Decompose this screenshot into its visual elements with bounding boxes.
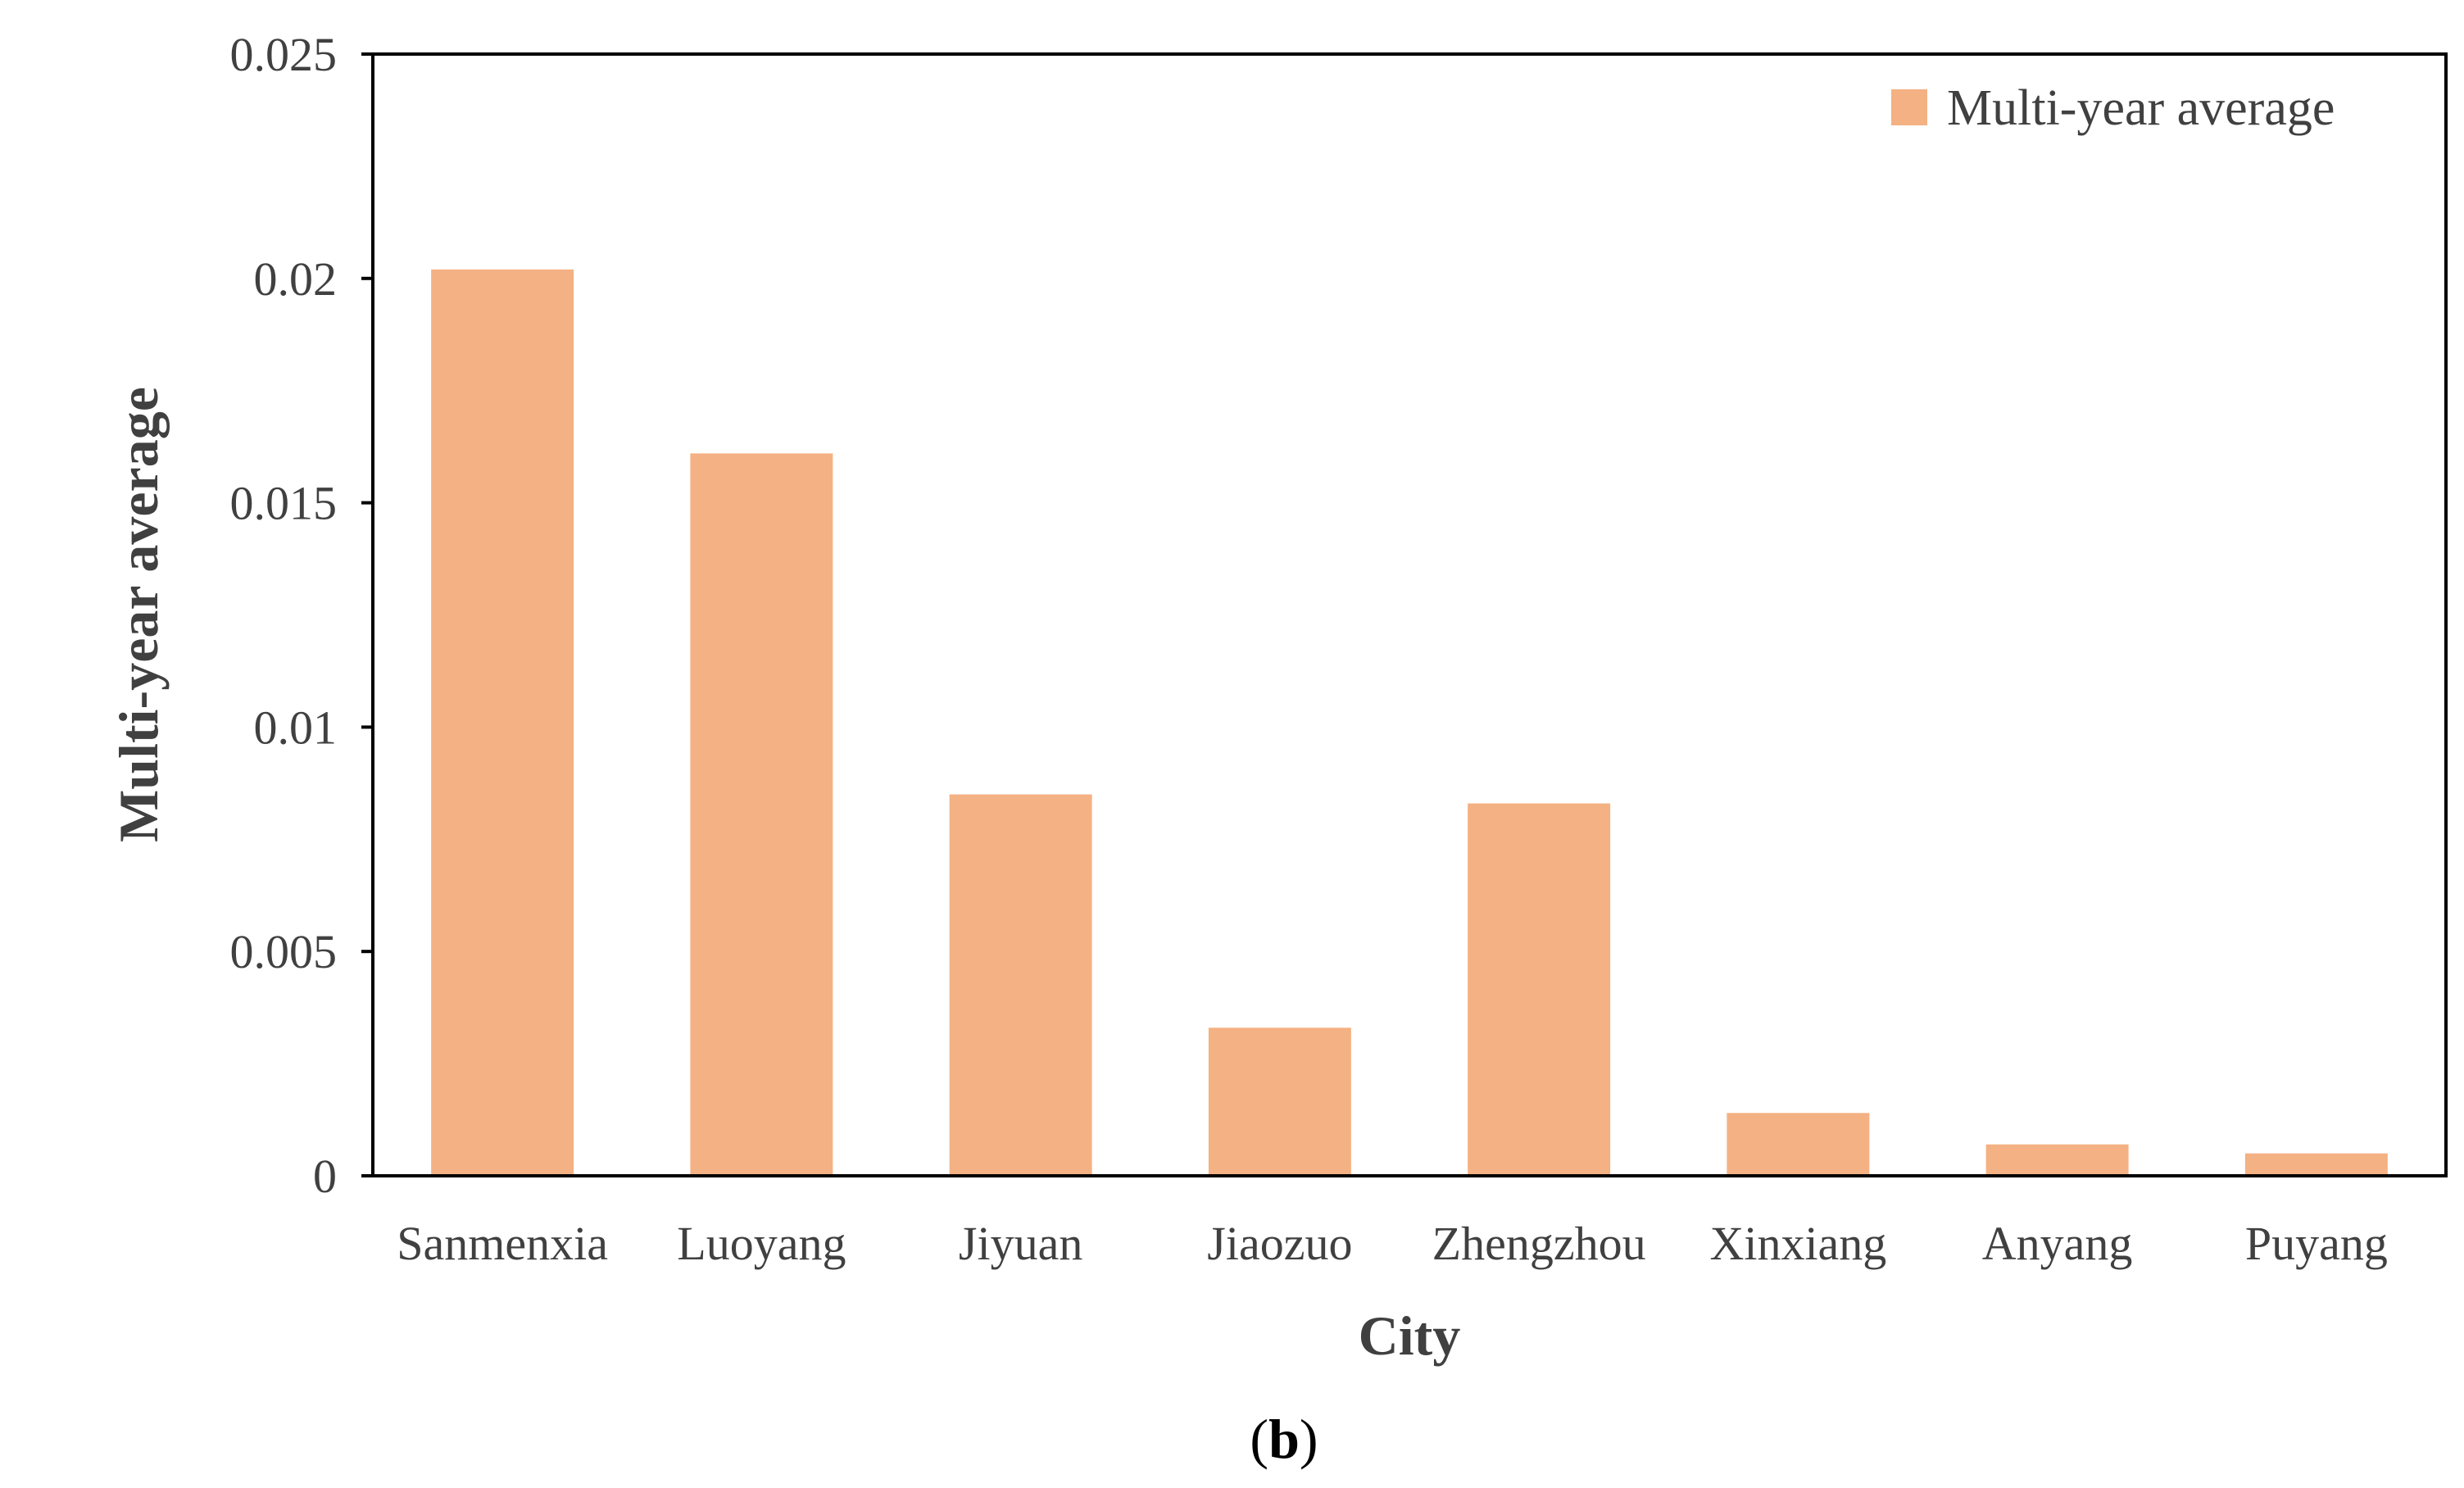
x-tick-label: Jiyuan: [959, 1217, 1082, 1270]
bar-puyang: [2244, 1153, 2388, 1176]
y-tick-label: 0.02: [254, 252, 338, 306]
y-tick-label: 0: [313, 1150, 337, 1203]
x-tick-label: Puyang: [2245, 1217, 2388, 1270]
legend-label: Multi-year average: [1947, 80, 2335, 136]
y-axis-ticks: 0 0.005 0.01 0.015 0.02 0.025: [230, 28, 373, 1203]
y-tick-label: 0.025: [230, 28, 338, 81]
y-tick-label: 0.015: [230, 477, 338, 530]
x-tick-label: Xinxiang: [1709, 1217, 1886, 1270]
caption-close-paren: ): [1300, 1408, 1318, 1470]
bar-jiaozuo: [1208, 1028, 1351, 1176]
bar-sanmenxia: [431, 269, 574, 1176]
bars-group: [431, 269, 2388, 1176]
y-axis-title: Multi-year average: [107, 387, 170, 842]
caption-letter: b: [1268, 1408, 1300, 1470]
x-tick-label: Luoyang: [677, 1217, 846, 1270]
x-tick-label: Anyang: [1982, 1217, 2133, 1270]
bar-luoyang: [690, 453, 833, 1176]
x-tick-label: Zhengzhou: [1432, 1217, 1646, 1270]
bar-zhengzhou: [1468, 803, 1611, 1176]
x-axis-title: City: [1359, 1304, 1461, 1367]
caption-open-paren: (: [1250, 1408, 1268, 1470]
bar-jiyuan: [949, 794, 1092, 1176]
bar-anyang: [1985, 1144, 2129, 1176]
y-tick-label: 0.01: [254, 701, 338, 754]
figure-caption: (b): [1250, 1408, 1318, 1470]
x-tick-label: Jiaozuo: [1207, 1217, 1352, 1270]
x-axis-ticks: Sanmenxia Luoyang Jiyuan Jiaozuo Zhengzhou Xi…: [397, 1217, 2388, 1270]
plot-area-frame: [371, 52, 2448, 1177]
bar-xinxiang: [1727, 1113, 1870, 1176]
x-tick-label: Sanmenxia: [397, 1217, 608, 1270]
legend-swatch: [1891, 89, 1927, 125]
y-tick-label: 0.005: [230, 925, 338, 978]
legend: Multi-year average: [1891, 80, 2335, 136]
